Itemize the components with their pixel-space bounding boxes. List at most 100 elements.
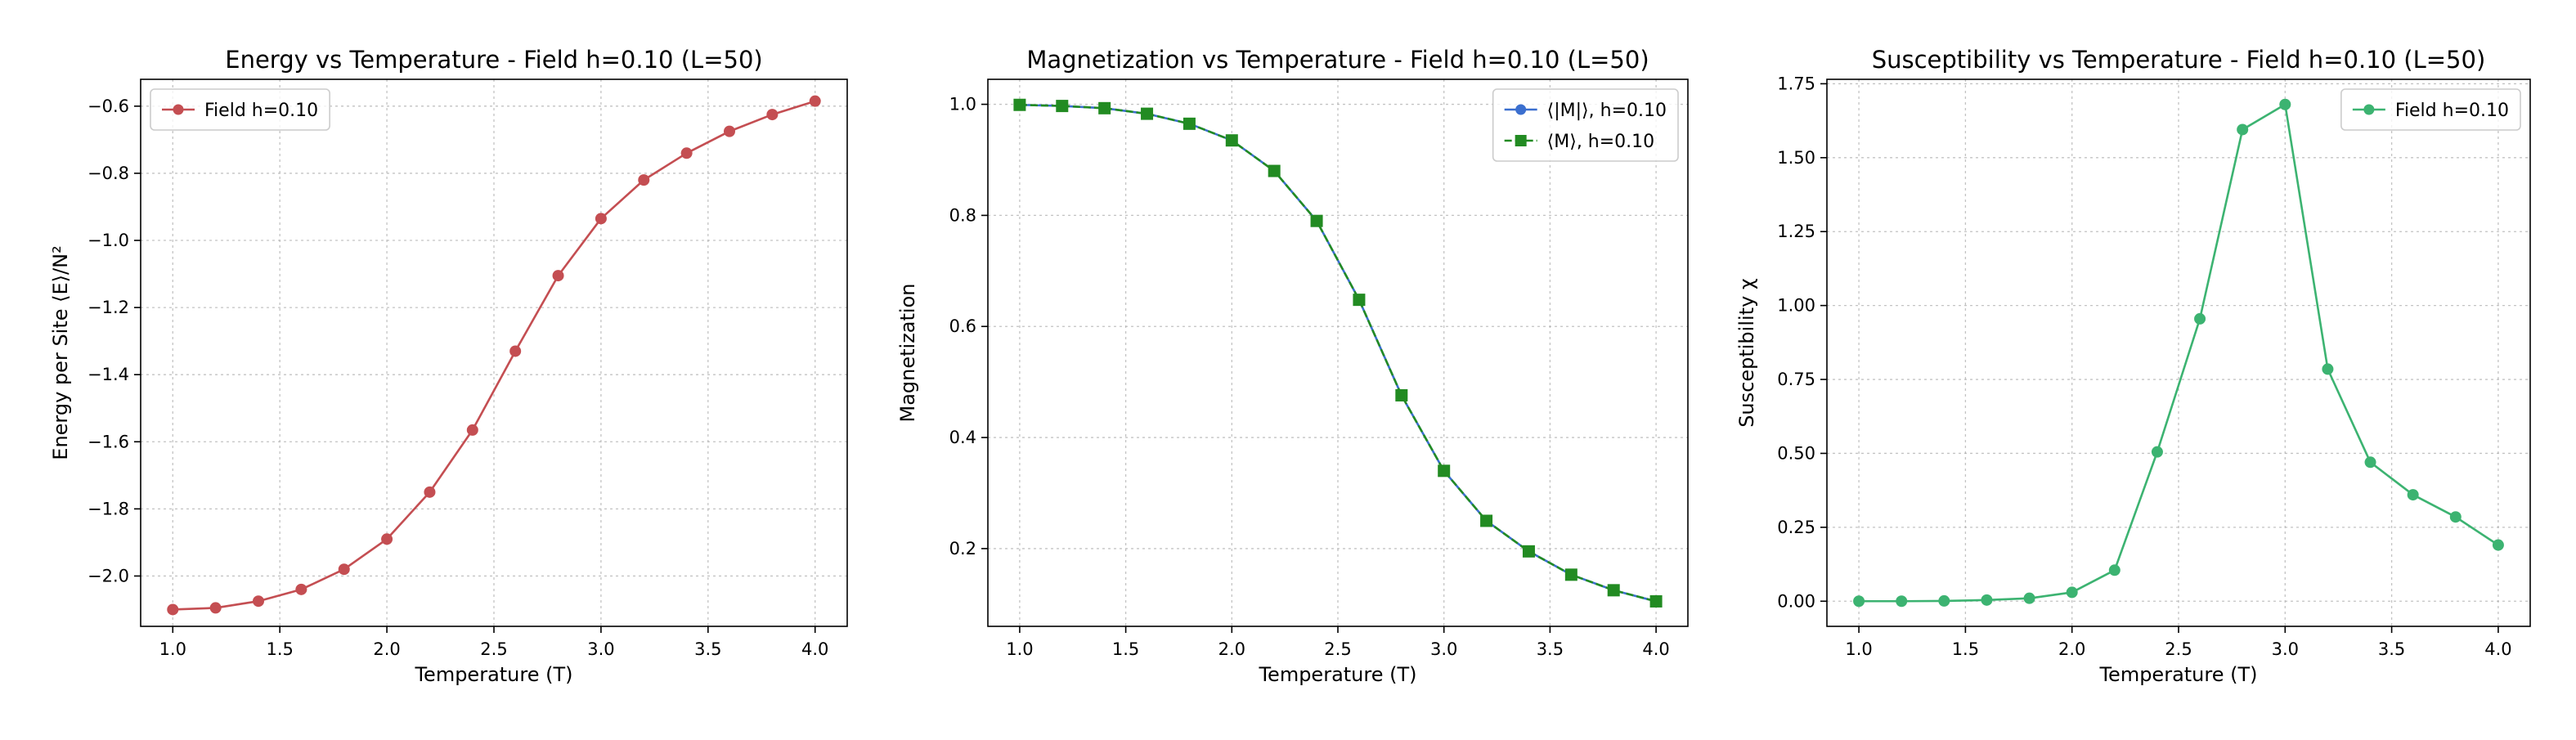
data-point xyxy=(2492,539,2504,551)
data-point xyxy=(1056,100,1069,113)
y-axis-label: Magnetization xyxy=(896,284,919,423)
y-tick-label: 1.75 xyxy=(1777,74,1815,93)
data-point xyxy=(809,95,821,107)
data-point xyxy=(1098,101,1111,114)
data-point xyxy=(2194,312,2206,325)
legend-marker xyxy=(1515,104,1527,115)
data-point xyxy=(2151,446,2163,458)
x-tick-label: 1.5 xyxy=(1952,639,1979,659)
y-tick-label: −1.4 xyxy=(88,365,129,384)
data-point xyxy=(1564,568,1577,581)
data-point xyxy=(1310,214,1323,227)
x-axis-label: Temperature (T) xyxy=(2098,663,2257,686)
data-point xyxy=(2023,592,2035,604)
grid xyxy=(141,79,847,626)
data-point xyxy=(1438,464,1451,478)
legend-entry-label: ⟨|M|⟩, h=0.10 xyxy=(1547,101,1667,121)
y-tick-label: 0.8 xyxy=(949,205,976,225)
data-point xyxy=(381,533,393,545)
y-tick-label: −1.0 xyxy=(88,231,129,250)
legend: ⟨|M|⟩, h=0.10 ⟨M⟩, h=0.10 xyxy=(1492,88,1679,162)
y-tick-label: 0.25 xyxy=(1777,518,1815,537)
data-point xyxy=(2066,586,2078,599)
data-point xyxy=(1183,117,1196,130)
data-point xyxy=(424,486,436,498)
x-tick-label: 3.5 xyxy=(2378,639,2405,659)
data-point xyxy=(1395,388,1408,401)
legend: Field h=0.10 xyxy=(150,88,330,131)
data-point xyxy=(1268,164,1281,177)
series-line xyxy=(173,100,816,611)
data-point xyxy=(1141,107,1154,120)
x-tick-label: 1.5 xyxy=(1112,639,1139,659)
data-point xyxy=(209,602,222,614)
legend-marker xyxy=(1515,135,1527,146)
legend-entry-label: Field h=0.10 xyxy=(2395,101,2509,121)
y-tick-label: 1.50 xyxy=(1777,148,1815,168)
legend-box xyxy=(150,88,330,131)
y-tick-label: −1.8 xyxy=(88,499,129,518)
chart-title: Susceptibility vs Temperature - Field h=… xyxy=(1872,46,2486,74)
data-point xyxy=(1607,584,1620,597)
x-tick-label: 2.5 xyxy=(1324,639,1351,659)
series-line xyxy=(1019,103,1657,603)
data-point xyxy=(1480,514,1493,527)
y-tick-label: −0.6 xyxy=(88,96,129,116)
legend-box xyxy=(2340,88,2521,131)
data-point xyxy=(1522,545,1535,558)
chart-panel-1: 1.0 1.5 2.0 2.5 3.0 3.5 4.0 −2.0 −1.8 −1.6 −1.4 −1.… xyxy=(49,46,848,686)
chart-title: Energy vs Temperature - Field h=0.10 (L=… xyxy=(225,46,762,74)
legend-entry-label: Field h=0.10 xyxy=(204,101,318,121)
data-point xyxy=(638,174,650,186)
data-point xyxy=(167,603,179,616)
x-tick-label: 3.0 xyxy=(1430,639,1457,659)
y-axis-label: Energy per Site ⟨E⟩/N² xyxy=(49,245,72,460)
series-2 xyxy=(1013,98,1663,608)
x-tick-label: 3.0 xyxy=(587,639,614,659)
y-axis-label: Susceptibility χ xyxy=(1735,278,1758,428)
data-point xyxy=(509,345,522,357)
x-tick-label: 3.0 xyxy=(2272,639,2299,659)
y-tick-label: −1.2 xyxy=(88,298,129,317)
y-tick-label: 1.00 xyxy=(1777,296,1815,316)
chart-panel-2: 1.0 1.5 2.0 2.5 3.0 3.5 4.0 0.2 0.4 0.6 0.8 1.0 Magn… xyxy=(896,46,1689,686)
data-point xyxy=(1853,595,1865,608)
data-point xyxy=(680,147,693,159)
data-point xyxy=(1353,294,1366,307)
x-tick-label: 2.5 xyxy=(480,639,507,659)
x-tick-label: 1.0 xyxy=(159,639,186,659)
data-point xyxy=(2449,511,2462,523)
x-tick-label: 4.0 xyxy=(801,639,828,659)
x-tick-label: 1.0 xyxy=(1845,639,1872,659)
legend-marker xyxy=(173,104,184,115)
y-tick-label: 1.0 xyxy=(949,95,976,114)
grid xyxy=(1827,79,2530,626)
x-axis-label: Temperature (T) xyxy=(1258,663,1416,686)
y-tick-label: −1.6 xyxy=(88,432,129,451)
data-point xyxy=(338,563,350,576)
data-point xyxy=(2322,363,2334,375)
legend-entry-label: ⟨M⟩, h=0.10 xyxy=(1547,132,1655,152)
data-point xyxy=(1649,594,1663,608)
x-tick-label: 1.0 xyxy=(1006,639,1033,659)
y-tick-label: 0.75 xyxy=(1777,370,1815,389)
series-1 xyxy=(1853,98,2504,608)
data-point xyxy=(1981,594,1993,606)
data-point xyxy=(2364,456,2376,469)
data-point xyxy=(2279,98,2291,110)
data-point xyxy=(1896,595,1908,608)
x-tick-label: 4.0 xyxy=(2484,639,2511,659)
x-tick-label: 2.0 xyxy=(2058,639,2085,659)
y-tick-label: 1.25 xyxy=(1777,222,1815,241)
series-1 xyxy=(167,95,821,616)
x-tick-label: 4.0 xyxy=(1642,639,1669,659)
legend-box xyxy=(1492,88,1679,162)
x-tick-label: 3.5 xyxy=(1537,639,1564,659)
data-point xyxy=(295,583,307,595)
y-tick-label: 0.2 xyxy=(949,539,976,558)
data-point xyxy=(2108,564,2120,576)
data-point xyxy=(1225,134,1238,147)
x-axis-label: Temperature (T) xyxy=(414,663,572,686)
